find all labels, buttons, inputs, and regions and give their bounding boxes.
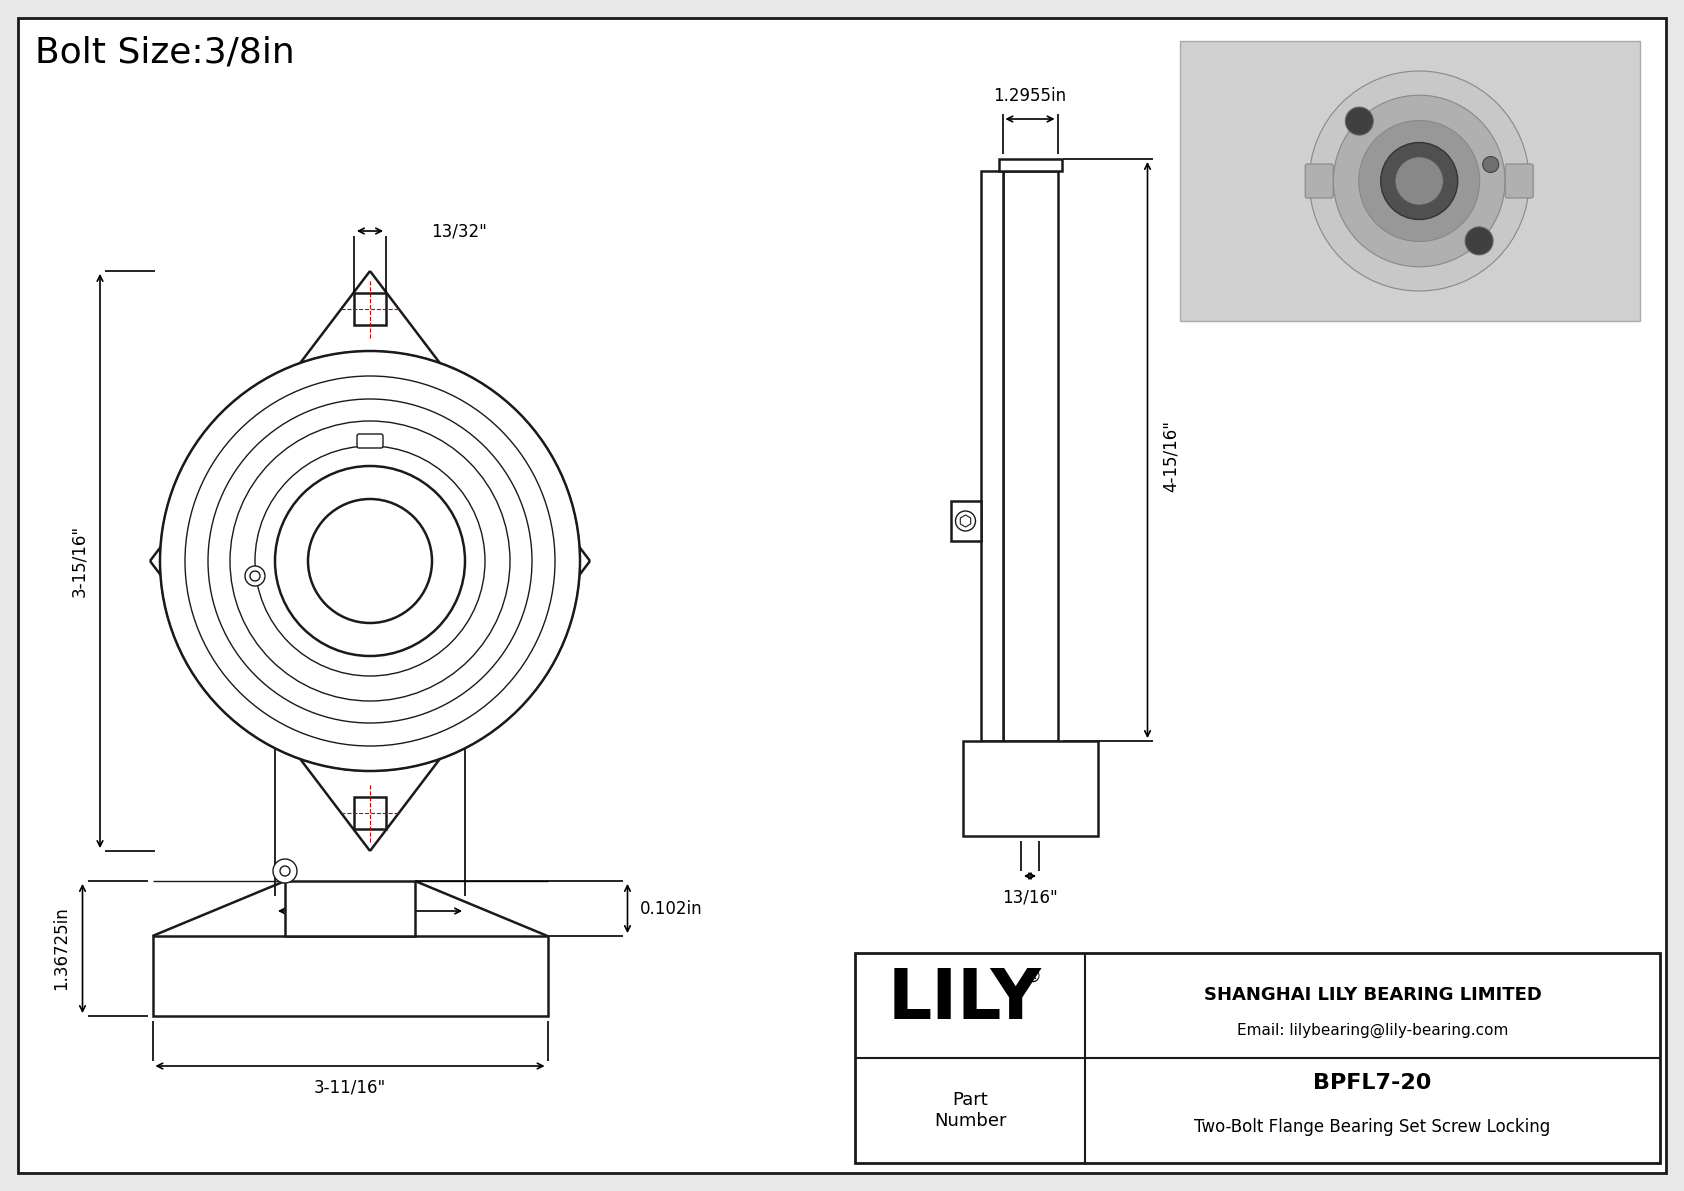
Text: 13/16": 13/16": [1002, 888, 1058, 906]
FancyBboxPatch shape: [1305, 164, 1334, 198]
Circle shape: [1381, 143, 1458, 219]
Circle shape: [955, 511, 975, 531]
Text: Part
Number: Part Number: [933, 1091, 1007, 1130]
Text: 1.2955in: 1.2955in: [994, 87, 1066, 105]
Bar: [1180, 40, 1640, 322]
FancyBboxPatch shape: [357, 434, 382, 448]
Bar: [285, 881, 414, 936]
Circle shape: [1465, 227, 1494, 255]
Circle shape: [273, 859, 296, 883]
Circle shape: [1359, 120, 1480, 242]
Text: SHANGHAI LILY BEARING LIMITED: SHANGHAI LILY BEARING LIMITED: [1204, 986, 1541, 1004]
Bar: [354, 797, 386, 829]
Circle shape: [308, 499, 433, 623]
Text: 0.102in: 0.102in: [640, 899, 702, 917]
Text: BPFL7-20: BPFL7-20: [1314, 1073, 1431, 1093]
Text: Bolt Size:3/8in: Bolt Size:3/8in: [35, 36, 295, 70]
Bar: [950, 501, 980, 541]
Bar: [354, 293, 386, 325]
Text: 1.36725in: 1.36725in: [52, 906, 71, 991]
Circle shape: [1346, 107, 1374, 135]
Text: 4-15/16": 4-15/16": [1162, 420, 1179, 492]
Text: Ø 1-1/4": Ø 1-1/4": [335, 923, 404, 941]
Text: 3-11/16": 3-11/16": [313, 1078, 386, 1096]
Circle shape: [280, 866, 290, 877]
Polygon shape: [960, 515, 970, 526]
Bar: [153, 936, 547, 1016]
Bar: [855, 953, 1660, 1162]
Circle shape: [1394, 157, 1443, 205]
Text: 13/32": 13/32": [431, 222, 487, 241]
Bar: [963, 741, 1098, 836]
Circle shape: [1308, 71, 1529, 291]
Bar: [980, 172, 1002, 741]
Text: Two-Bolt Flange Bearing Set Screw Locking: Two-Bolt Flange Bearing Set Screw Lockin…: [1194, 1118, 1551, 1136]
Circle shape: [249, 570, 259, 581]
Text: LILY: LILY: [887, 966, 1042, 1033]
Circle shape: [1482, 156, 1499, 173]
Circle shape: [1334, 95, 1505, 267]
Bar: [1002, 172, 1058, 741]
Ellipse shape: [160, 351, 579, 771]
Text: ®: ®: [1022, 968, 1041, 986]
Circle shape: [244, 566, 264, 586]
FancyBboxPatch shape: [1505, 164, 1532, 198]
Bar: [999, 160, 1061, 172]
Text: Email: lilybearing@lily-bearing.com: Email: lilybearing@lily-bearing.com: [1236, 1023, 1509, 1039]
Circle shape: [274, 466, 465, 656]
Text: 3-15/16": 3-15/16": [71, 525, 88, 597]
